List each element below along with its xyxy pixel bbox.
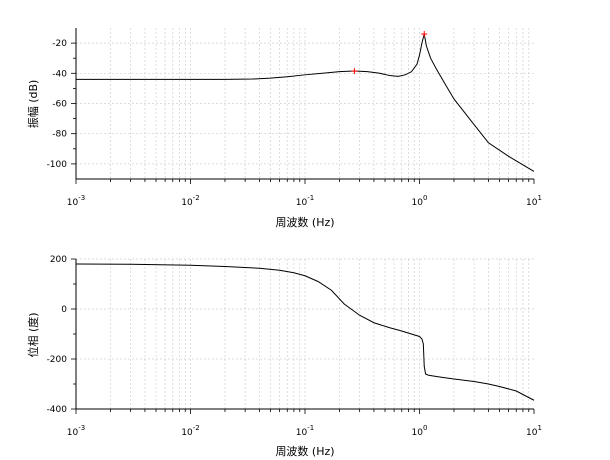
x-tick-base: 10 xyxy=(526,428,538,438)
peak-marker xyxy=(421,31,428,38)
x-tick-label: 10-1 xyxy=(296,424,314,438)
x-tick-base: 10 xyxy=(181,428,193,438)
x-tick-base: 10 xyxy=(67,198,79,208)
x-tick-label: 10-3 xyxy=(67,194,85,208)
y-tick-label: -20 xyxy=(52,39,67,49)
magnitude-x-axis-title: 周波数 (Hz) xyxy=(275,216,334,229)
phase-x-axis-title: 周波数 (Hz) xyxy=(275,445,334,458)
phase-y-axis-title: 位相 (度) xyxy=(26,312,40,357)
x-tick-base: 10 xyxy=(296,198,308,208)
x-tick-exponent: -2 xyxy=(193,424,200,432)
y-tick-label: -100 xyxy=(47,160,68,170)
y-tick-label: -80 xyxy=(52,130,67,140)
x-tick-label: 101 xyxy=(526,424,542,438)
y-tick-label: -40 xyxy=(52,69,67,79)
y-tick-label: 200 xyxy=(50,255,67,265)
x-tick-label: 10-1 xyxy=(296,194,314,208)
y-tick-label: -60 xyxy=(52,100,67,110)
magnitude-series-line xyxy=(76,33,535,172)
y-tick-label: 0 xyxy=(61,305,67,315)
y-tick-label: -400 xyxy=(47,405,68,415)
magnitude-x-ticks: 10-3 10-2 10-1 100 101 xyxy=(67,179,542,208)
x-tick-label: 10-2 xyxy=(181,424,199,438)
phase-series-line xyxy=(75,263,535,401)
x-tick-exponent: -2 xyxy=(193,194,200,202)
x-tick-exponent: 0 xyxy=(423,194,427,202)
x-tick-label: 101 xyxy=(526,194,542,208)
x-tick-base: 10 xyxy=(181,198,193,208)
x-tick-label: 100 xyxy=(412,424,428,438)
x-tick-base: 10 xyxy=(526,198,538,208)
x-tick-exponent: -3 xyxy=(78,424,85,432)
x-tick-label: 10-2 xyxy=(181,194,199,208)
magnitude-grid xyxy=(76,28,534,179)
x-tick-exponent: -1 xyxy=(307,194,314,202)
x-tick-base: 10 xyxy=(296,428,308,438)
x-tick-exponent: 1 xyxy=(537,194,541,202)
x-tick-exponent: 1 xyxy=(537,424,541,432)
phase-x-ticks: 10-3 10-2 10-1 100 101 xyxy=(67,409,542,438)
x-tick-exponent: -1 xyxy=(307,424,314,432)
x-tick-exponent: -3 xyxy=(78,194,85,202)
x-tick-base: 10 xyxy=(412,428,424,438)
x-tick-base: 10 xyxy=(67,428,79,438)
magnitude-peak-markers xyxy=(351,31,428,75)
magnitude-plot: -20-40-60-80-100 10-3 10-2 10-1 100 101 周波数 … xyxy=(26,28,542,229)
peak-marker xyxy=(351,68,358,75)
phase-y-ticks: 200 0 -200 -400 xyxy=(47,255,76,415)
magnitude-y-ticks: -20 -40 -60 -80 -100 xyxy=(47,39,76,170)
x-tick-label: 100 xyxy=(412,194,428,208)
magnitude-y-axis-title: 振幅 (dB) xyxy=(26,80,40,129)
x-tick-exponent: 0 xyxy=(423,424,427,432)
x-tick-label: 10-3 xyxy=(67,424,85,438)
x-tick-base: 10 xyxy=(412,198,424,208)
y-tick-label: -200 xyxy=(47,355,68,365)
